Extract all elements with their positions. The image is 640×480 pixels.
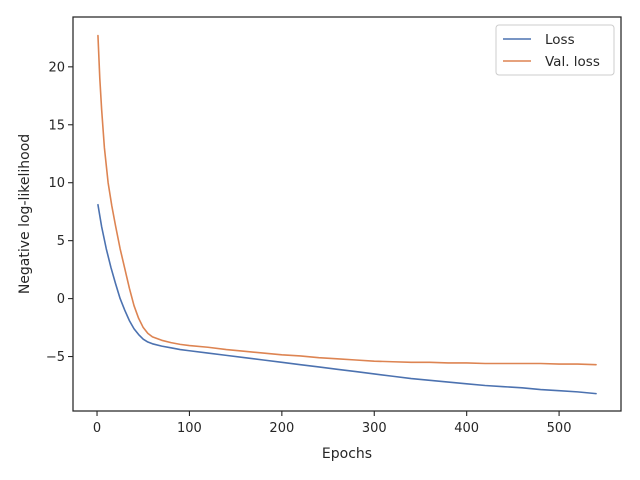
series-layer (97, 34, 597, 395)
x-axis: 0 100 200 300 400 500 (93, 411, 572, 436)
x-tick-label: 200 (269, 421, 294, 436)
x-axis-label: Epochs (322, 446, 372, 462)
y-axis: −5 0 5 10 15 20 (46, 60, 73, 365)
y-tick-label: 20 (48, 60, 65, 75)
x-tick-label: 0 (93, 421, 101, 436)
series-line-loss (97, 203, 597, 395)
y-tick-label: 5 (57, 234, 65, 249)
series-line-val-loss (97, 34, 597, 366)
x-tick-label: 500 (547, 421, 572, 436)
legend-box (495, 24, 615, 76)
y-tick-label: 0 (57, 292, 65, 307)
x-tick-label: 300 (362, 421, 387, 436)
x-tick-label: 400 (454, 421, 479, 436)
plot-frame (72, 16, 622, 412)
x-tick-label: 100 (177, 421, 202, 436)
y-axis-label: Negative log-likelihood (17, 134, 33, 294)
y-tick-label: 15 (48, 118, 65, 133)
legend: Loss Val. loss (495, 24, 615, 76)
plot-background (73, 17, 621, 411)
y-tick-label: −5 (46, 350, 65, 365)
legend-label-val-loss: Val. loss (545, 54, 600, 70)
y-tick-label: 10 (48, 176, 65, 191)
legend-label-loss: Loss (545, 32, 575, 48)
